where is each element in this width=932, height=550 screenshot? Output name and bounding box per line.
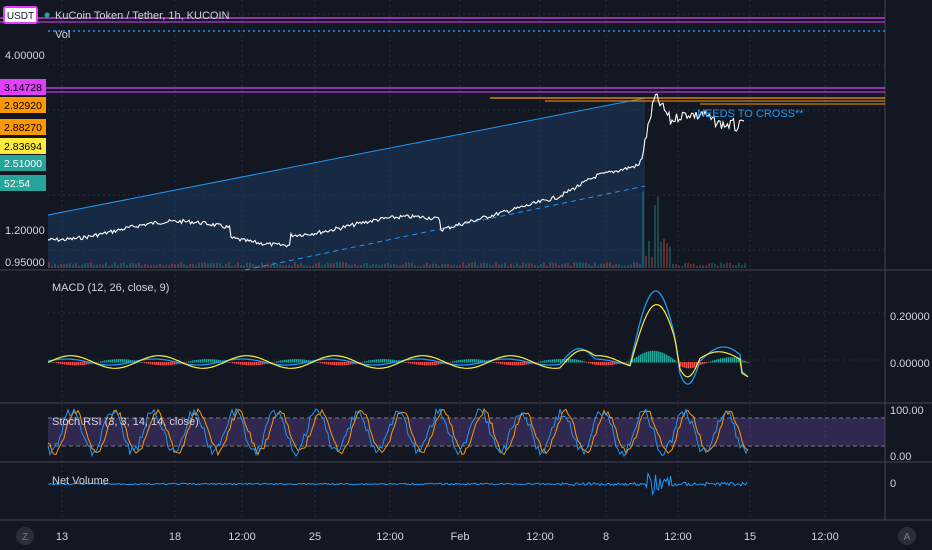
macd-line <box>47 290 749 385</box>
pane-separators <box>0 0 932 521</box>
time-axis-label-0: 13 <box>56 531 68 543</box>
stoch-k-line <box>47 407 749 458</box>
net-volume-line <box>47 471 748 496</box>
a-button-label: A <box>904 532 911 543</box>
time-axis[interactable]: 13 18 12:00 25 12:00 Feb 12:00 8 12:00 15 12:00 <box>56 531 839 543</box>
currency-badge-label: USDT <box>7 11 34 22</box>
price-line[interactable] <box>47 93 745 248</box>
auto-scale-a-button[interactable]: A <box>898 527 916 545</box>
price-tag-5: 52:54 <box>0 175 46 191</box>
stoch-rsi-pane[interactable]: Stoch RSI (3, 3, 14, 14, close) <box>47 407 885 458</box>
svg-text:3.14728: 3.14728 <box>4 82 42 94</box>
svg-text:2.83694: 2.83694 <box>4 141 42 153</box>
volume-bars <box>48 191 746 268</box>
stoch-d-line <box>47 408 749 457</box>
stoch-axis-label-0: 0.00 <box>890 451 911 463</box>
zoom-z-button[interactable]: Z <box>16 527 34 545</box>
macd-title: MACD (12, 26, close, 9) <box>52 282 169 294</box>
price-pane[interactable]: NEEDS TO CROSS** <box>0 17 885 271</box>
net-volume-pane[interactable]: Net Volume <box>47 471 748 496</box>
macd-histogram <box>48 350 750 369</box>
needs-to-cross-annotation[interactable]: NEEDS TO CROSS** <box>697 108 804 120</box>
time-axis-label-6: 12:00 <box>526 531 554 543</box>
time-axis-label-7: 8 <box>603 531 609 543</box>
macd-pane[interactable]: MACD (12, 26, close, 9) <box>47 282 750 385</box>
header: USDT KuCoin Token / Tether, 1h, KUCOIN V… <box>3 6 230 41</box>
price-tag-3: 2.83694 <box>0 138 46 154</box>
net-volume-title: Net Volume <box>52 475 109 487</box>
price-tag-0: 3.14728 <box>0 79 46 95</box>
time-axis-label-8: 12:00 <box>664 531 692 543</box>
price-axis-label-4: 4.00000 <box>5 50 45 62</box>
volume-label: Vol <box>55 29 70 41</box>
svg-text:2.51000: 2.51000 <box>4 158 42 170</box>
symbol-status-dot <box>44 12 50 18</box>
symbol-title[interactable]: KuCoin Token / Tether, 1h, KUCOIN <box>55 10 230 22</box>
price-tag-1: 2.92920 <box>0 97 46 113</box>
price-axis-left[interactable]: 4.00000 1.20000 0.95000 00 3.147282.9292… <box>0 50 46 269</box>
z-button-label: Z <box>22 532 28 543</box>
time-axis-label-10: 12:00 <box>811 531 839 543</box>
svg-text:2.88270: 2.88270 <box>4 122 42 134</box>
svg-text:52:54: 52:54 <box>4 178 30 190</box>
svg-text:2.92920: 2.92920 <box>4 100 42 112</box>
stoch-axis-label-100: 100.00 <box>890 405 924 417</box>
stoch-rsi-title: Stoch RSI (3, 3, 14, 14, close) <box>52 416 199 428</box>
time-axis-label-5: Feb <box>451 531 470 543</box>
time-axis-label-1: 18 <box>169 531 181 543</box>
netvol-axis-label-0: 0 <box>890 478 896 490</box>
price-axis-label-0-95: 0.95000 <box>5 257 45 269</box>
time-axis-label-2: 12:00 <box>228 531 256 543</box>
upper-trend-line[interactable] <box>47 97 646 216</box>
time-axis-label-3: 25 <box>309 531 321 543</box>
signal-line <box>47 303 749 378</box>
right-axes[interactable]: 0.20000 0.00000 100.00 0.00 0 <box>890 311 930 490</box>
macd-axis-label-0: 0.00000 <box>890 358 930 370</box>
time-axis-label-9: 15 <box>744 531 756 543</box>
price-tag-2: 2.88270 <box>0 119 46 135</box>
price-tags: 3.14728 2.92920 2.88270 2.83694 2.51000 52:54 <box>0 79 46 191</box>
currency-badge[interactable] <box>3 6 38 24</box>
price-axis-label-1-2: 1.20000 <box>5 225 45 237</box>
macd-axis-label-0-2: 0.20000 <box>890 311 930 323</box>
trend-fill-area <box>48 98 645 268</box>
time-axis-label-4: 12:00 <box>376 531 404 543</box>
price-tag-4: 2.51000 <box>0 155 46 171</box>
